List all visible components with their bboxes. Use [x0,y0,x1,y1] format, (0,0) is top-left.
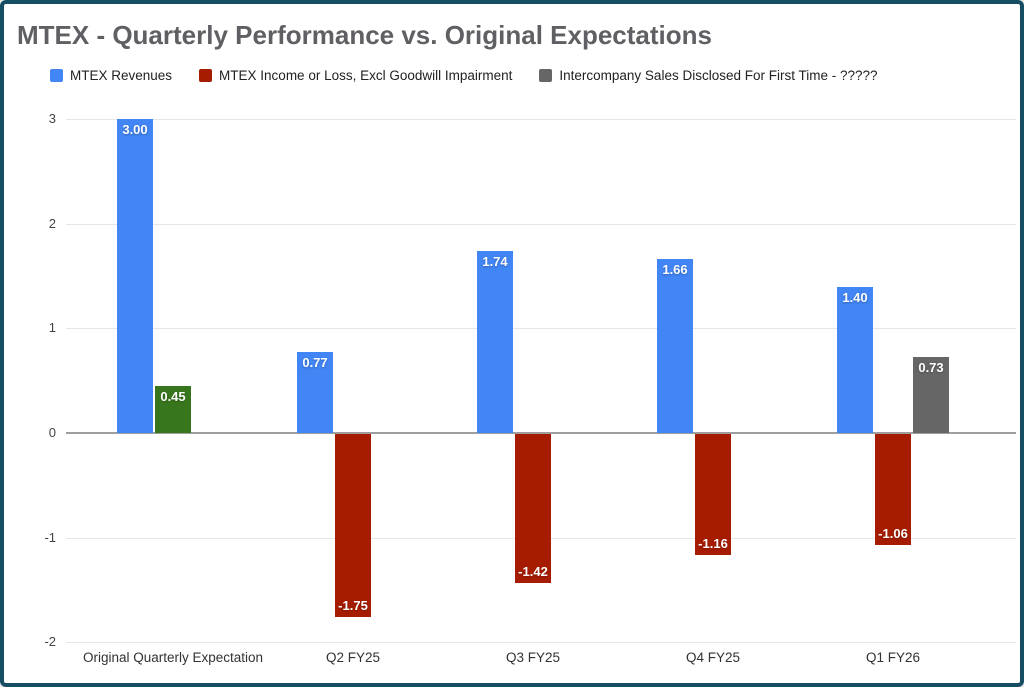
bar-value-label: -1.16 [698,536,728,552]
x-axis-line [66,432,1016,434]
bar-value-label: -1.06 [878,525,908,541]
chart-title: MTEX - Quarterly Performance vs. Origina… [17,20,712,50]
gridline [66,223,1016,225]
legend-swatch-icon [539,69,553,82]
bar-series1-cat1[interactable] [335,434,371,618]
x-axis-category-label: Q3 FY25 [505,650,561,665]
bar-series1-cat3[interactable] [695,434,731,556]
y-axis-tick-label: 2 [48,215,56,231]
y-axis-tick-label: -2 [44,634,56,650]
bar-series1-cat0[interactable] [155,385,191,433]
legend-swatch-icon [199,69,213,82]
bar-value-label: 0.45 [160,388,186,404]
bar-series0-cat0[interactable] [117,119,153,433]
plot-area: 3 2 1 0 -1 -2 3.00 0.77 1.74 1.66 1.40 0.45 -1.75 -1.… [4,4,1020,683]
bar-value-label: 0.77 [302,355,328,371]
bar-series1-cat2[interactable] [515,434,551,583]
bar-series0-cat4[interactable] [837,286,873,433]
bar-series2-cat4[interactable] [913,356,949,433]
legend-label: MTEX Revenues [70,68,173,83]
y-axis-tick-label: 1 [48,320,56,336]
y-axis-tick-label: 0 [48,425,56,440]
x-axis-category-label: Q4 FY25 [685,650,741,665]
y-axis-tick-label: 3 [48,111,56,127]
bar-value-label: 1.40 [842,289,868,305]
bar-value-label: 1.74 [482,253,508,269]
bar-value-label: 1.66 [662,262,688,278]
chart-legend: MTEX Revenues MTEX Income or Loss, Excl G… [50,68,1010,83]
bar-value-label: -1.75 [338,598,368,614]
legend-label: Intercompany Sales Disclosed For First T… [559,68,878,83]
legend-item-1: MTEX Income or Loss, Excl Goodwill Impai… [199,68,512,83]
legend-item-0: MTEX Revenues [50,68,172,83]
bar-series0-cat2[interactable] [477,250,513,433]
bar-value-label: 3.00 [122,122,148,138]
legend-item-2: Intercompany Sales Disclosed For First T… [539,68,878,83]
bar-value-label: 0.73 [918,359,944,375]
x-axis-category-label: Q1 FY26 [865,650,921,665]
bar-series0-cat1[interactable] [297,352,333,433]
bar-value-label: -1.42 [518,563,548,579]
gridline [66,642,1016,644]
x-axis-category-label: Original Quarterly Expectation [82,650,264,665]
bar-series1-cat4[interactable] [875,434,911,545]
x-axis-category-label: Q2 FY25 [325,650,381,665]
legend-swatch-icon [50,69,63,82]
bar-series0-cat3[interactable] [657,259,693,433]
legend-label: MTEX Income or Loss, Excl Goodwill Impai… [219,68,513,83]
y-axis-tick-label: -1 [44,529,56,545]
gridline [66,119,1016,121]
gridline [66,328,1016,330]
